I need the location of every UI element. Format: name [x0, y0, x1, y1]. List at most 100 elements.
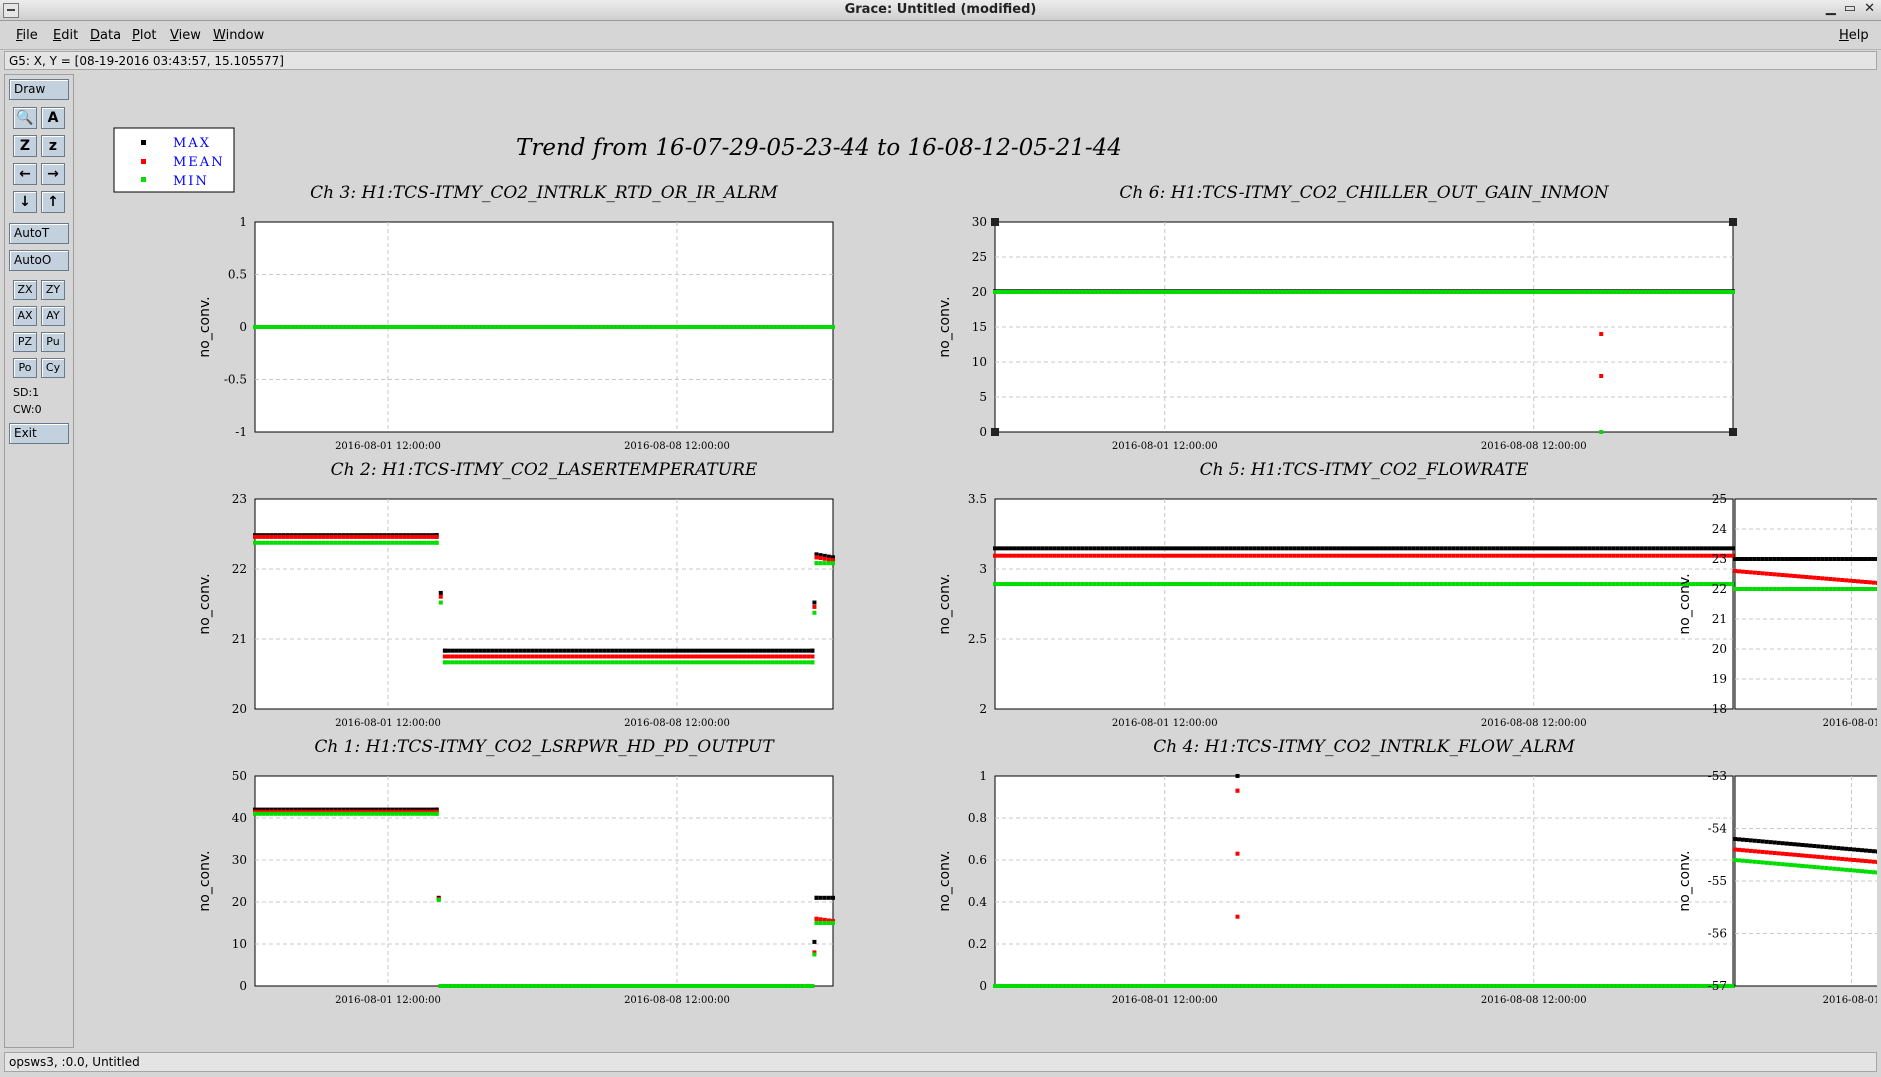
menu-plot[interactable]: Plot	[132, 28, 157, 43]
po-button[interactable]: Po	[13, 358, 37, 378]
data-point	[1407, 553, 1412, 558]
data-point	[1028, 582, 1033, 587]
data-point	[281, 534, 286, 539]
menu-view[interactable]: View	[170, 28, 201, 43]
menu-edit[interactable]: Edit	[53, 28, 79, 43]
data-point	[726, 660, 731, 665]
data-point	[1859, 557, 1864, 561]
ay-button[interactable]: AY	[41, 306, 65, 326]
zoom-in-icon[interactable]: Z	[13, 135, 37, 157]
data-point	[540, 325, 545, 329]
data-point	[726, 648, 731, 653]
data-point	[775, 325, 780, 329]
data-point	[341, 534, 346, 539]
data-point	[1304, 582, 1309, 587]
data-point	[1256, 582, 1261, 587]
data-point	[1072, 553, 1077, 558]
selection-handle[interactable]	[1729, 428, 1737, 436]
close-icon[interactable]: ✕	[1864, 1, 1875, 16]
data-point	[472, 325, 477, 329]
minimize-icon[interactable]: ▁	[1825, 1, 1836, 16]
data-point	[1499, 290, 1504, 294]
data-point	[1467, 984, 1472, 988]
data-point	[586, 648, 591, 653]
autoscale-icon[interactable]: A	[41, 107, 65, 129]
data-point	[778, 654, 783, 659]
data-point	[654, 984, 659, 988]
selection-handle[interactable]	[991, 218, 999, 226]
data-point	[819, 325, 824, 329]
data-point	[1748, 838, 1753, 843]
plot-canvas[interactable]: MAX MEAN MIN Trend from 16-07-29-05-23-4…	[76, 74, 1881, 1048]
data-point	[1036, 290, 1041, 294]
draw-button[interactable]: Draw	[9, 79, 69, 100]
data-point	[1607, 290, 1612, 294]
data-point	[1156, 984, 1161, 988]
data-point	[1639, 984, 1644, 988]
menu-help[interactable]: Help	[1839, 28, 1869, 43]
data-point	[1503, 546, 1508, 551]
pu-button[interactable]: Pu	[41, 332, 65, 352]
data-point	[1411, 984, 1416, 988]
data-point	[1447, 553, 1452, 558]
plot-frame	[994, 221, 1734, 433]
scroll-up-icon[interactable]: ↑	[41, 191, 65, 213]
data-point	[1371, 984, 1376, 988]
data-point	[1463, 290, 1468, 294]
scroll-left-icon[interactable]: ←	[13, 163, 37, 185]
ax-button[interactable]: AX	[13, 306, 37, 326]
zx-button[interactable]: ZX	[13, 280, 37, 300]
plot-svg[interactable]: MAX MEAN MIN Trend from 16-07-29-05-23-4…	[76, 74, 1881, 1048]
data-point	[742, 654, 747, 659]
data-point	[583, 325, 588, 329]
data-point	[484, 325, 489, 329]
data-point	[1200, 546, 1205, 551]
selection-handle[interactable]	[1729, 218, 1737, 226]
data-point	[426, 534, 431, 539]
data-point	[1356, 290, 1361, 294]
data-point	[466, 648, 471, 653]
menu-file[interactable]: File	[16, 28, 38, 43]
data-point	[646, 984, 651, 988]
data-point	[1280, 984, 1285, 988]
window-menu-icon[interactable]	[3, 3, 19, 18]
data-point	[398, 809, 403, 814]
data-point	[1867, 869, 1872, 874]
exit-button[interactable]: Exit	[9, 423, 69, 444]
data-point	[1507, 290, 1512, 294]
data-point	[462, 648, 467, 653]
y-axis-label: no_conv.	[937, 850, 953, 911]
window-titlebar[interactable]: Grace: Untitled (modified) ▁ ▭ ✕	[0, 0, 1881, 21]
pz-button[interactable]: PZ	[13, 332, 37, 352]
data-point	[434, 809, 439, 814]
data-point	[1733, 587, 1737, 591]
data-point	[1575, 553, 1580, 558]
data-point	[1236, 290, 1241, 294]
selection-handle[interactable]	[991, 428, 999, 436]
data-point	[826, 561, 831, 566]
data-point	[1627, 553, 1632, 558]
scroll-down-icon[interactable]: ↓	[13, 191, 37, 213]
y-tick-label: -54	[1708, 822, 1728, 836]
data-point	[1643, 546, 1648, 551]
data-point	[1304, 553, 1309, 558]
zoom-out-icon[interactable]: z	[41, 135, 65, 157]
autot-button[interactable]: AutoT	[9, 223, 69, 244]
set-count-label: SD:1	[13, 386, 40, 399]
zy-button[interactable]: ZY	[41, 280, 65, 300]
data-point	[1555, 582, 1560, 587]
zoom-icon[interactable]: 🔍	[13, 107, 37, 129]
scroll-right-icon[interactable]: →	[41, 163, 65, 185]
data-point	[754, 648, 759, 653]
data-point	[1467, 553, 1472, 558]
data-point	[261, 809, 266, 814]
data-point	[1352, 582, 1357, 587]
data-point	[1647, 984, 1652, 988]
menu-window[interactable]: Window	[213, 28, 265, 43]
autoo-button[interactable]: AutoO	[9, 250, 69, 271]
cy-button[interactable]: Cy	[41, 358, 65, 378]
maximize-icon[interactable]: ▭	[1843, 1, 1857, 16]
data-point	[1256, 984, 1261, 988]
menu-data[interactable]: Data	[90, 28, 122, 43]
data-point	[1104, 290, 1109, 294]
